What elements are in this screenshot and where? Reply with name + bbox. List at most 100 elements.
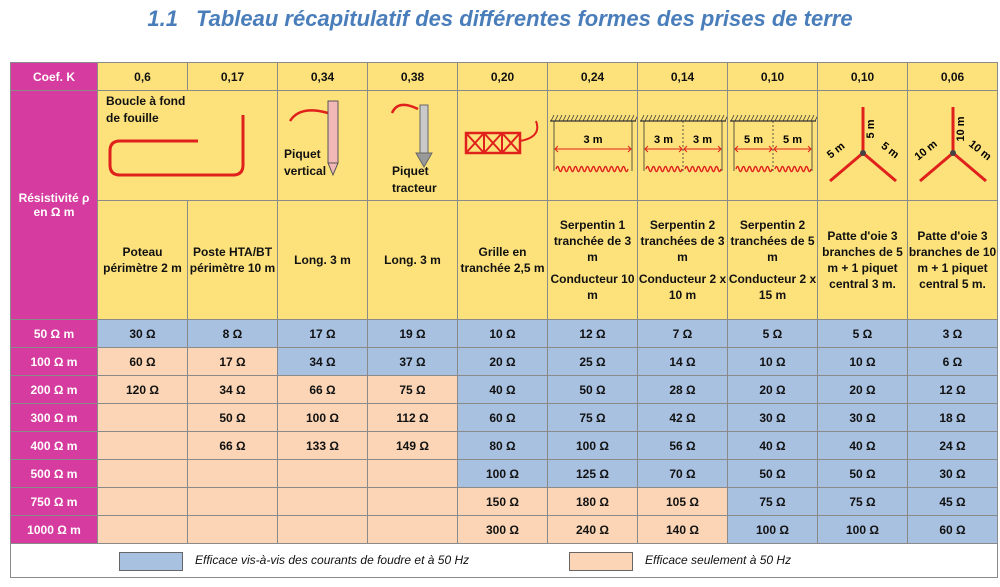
lead — [288, 109, 329, 122]
resistance-cell: 50 Ω — [547, 375, 638, 404]
ground-hatch — [594, 114, 599, 122]
ground-hatch — [606, 114, 611, 122]
resistance-cell: 60 Ω — [907, 515, 998, 544]
ground-hatch — [766, 114, 771, 122]
resistance-cell: 100 Ω — [457, 459, 548, 488]
ground-hatch — [782, 114, 787, 122]
ground-hatch — [668, 114, 673, 122]
legend-cell: Efficace vis-à-vis des courants de foudr… — [10, 543, 998, 578]
drawing-cell: Piquet vertical — [277, 90, 368, 201]
ground-hatch — [610, 114, 615, 122]
ground-hatch — [708, 114, 713, 122]
dimension-label: 5 m — [865, 119, 877, 138]
ground-hatch — [802, 114, 807, 122]
resistance-cell — [97, 431, 188, 460]
row-label: 200 Ω m — [10, 375, 98, 404]
ground-hatch — [738, 114, 743, 122]
ground-hatch — [598, 114, 603, 122]
description-cell: Poteau périmètre 2 m — [97, 200, 188, 320]
drawing: 10 m10 m 10 m — [913, 107, 994, 183]
drawing-cell — [457, 90, 548, 201]
data-row: 400 Ω m 66 Ω 133 Ω 149 Ω 80 Ω 100 Ω 56 Ω 40 Ω 40… — [10, 431, 998, 460]
description-text: Serpentin 2 tranchées de 3 m — [640, 218, 725, 264]
resistance-cell: 240 Ω — [547, 515, 638, 544]
resistance-cell: 75 Ω — [817, 487, 908, 516]
ground-hatch — [774, 114, 779, 122]
coef-value: 0,38 — [367, 62, 458, 91]
resistance-cell: 10 Ω — [457, 319, 548, 348]
resistance-cell: 12 Ω — [547, 319, 638, 348]
ground-hatch — [672, 114, 677, 122]
row-label: 750 Ω m — [10, 487, 98, 516]
ground-hatch — [644, 114, 649, 122]
resistance-cell: 20 Ω — [817, 375, 908, 404]
description-text: Poste HTA/BT périmètre 10 m — [189, 245, 276, 275]
resistance-cell — [97, 487, 188, 516]
description-cell: Poste HTA/BT périmètre 10 m — [187, 200, 278, 320]
description-cell: Serpentin 1 tranchée de 3 m Conducteur 10… — [547, 200, 638, 320]
resistance-cell: 28 Ω — [637, 375, 728, 404]
description-text: Long. 3 m — [294, 253, 351, 267]
resistance-cell: 100 Ω — [277, 403, 368, 432]
ground-hatch — [680, 114, 685, 122]
ground-hatch — [676, 114, 681, 122]
drawing-wrap: 10 m 10 m 10 m — [908, 91, 997, 200]
drawing-cell: 5 m 5 m — [727, 90, 818, 201]
resistance-cell: 75 Ω — [727, 487, 818, 516]
resistance-cell — [277, 487, 368, 516]
drawing-wrap: 3 m 3 m — [638, 91, 727, 200]
ground-hatch — [648, 114, 653, 122]
description-text: Patte d'oie 3 branches de 5 m + 1 piquet… — [822, 229, 903, 291]
title-text: Tableau récapitulatif des différentes fo… — [196, 6, 853, 31]
resistance-cell: 120 Ω — [97, 375, 188, 404]
description-text: Serpentin 1 tranchée de 3 m — [553, 218, 632, 264]
ground-hatch — [806, 114, 811, 122]
drawing — [390, 103, 433, 169]
ground-hatch — [696, 114, 701, 122]
dimension-label: 10 m — [955, 116, 967, 141]
legend-text: Efficace vis-à-vis des courants de foudr… — [195, 553, 470, 567]
resistance-cell — [187, 487, 278, 516]
ground-hatch — [684, 114, 689, 122]
row-label: 400 Ω m — [10, 431, 98, 460]
resistance-cell: 300 Ω — [457, 515, 548, 544]
description-text: Conducteur 10 m — [550, 272, 635, 302]
data-row: 500 Ω m 100 Ω 125 Ω 70 Ω 50 Ω 50 Ω 30 Ω — [10, 459, 998, 488]
ground-hatch — [590, 114, 595, 122]
drawing-wrap: 5 m 5 m — [728, 91, 817, 200]
resistance-cell: 133 Ω — [277, 431, 368, 460]
description-text: Patte d'oie 3 branches de 10 m + 1 pique… — [908, 229, 997, 291]
ground-hatch — [554, 114, 559, 122]
resistance-cell — [367, 459, 458, 488]
ground-hatch — [566, 114, 571, 122]
row-label: 1000 Ω m — [10, 515, 98, 544]
drawing-cell: 3 m — [547, 90, 638, 201]
ground-hatch — [618, 114, 623, 122]
dimension-label: 3 m — [654, 134, 673, 146]
ground-hatch — [622, 114, 627, 122]
resistance-cell: 37 Ω — [367, 347, 458, 376]
resistance-cell — [187, 459, 278, 488]
ground-hatch — [634, 116, 637, 122]
resistance-cell: 34 Ω — [277, 347, 368, 376]
stake-tip — [327, 162, 339, 177]
resistance-cell: 50 Ω — [817, 459, 908, 488]
resistance-cell: 100 Ω — [547, 431, 638, 460]
resistance-cell: 180 Ω — [547, 487, 638, 516]
dimension-arrow — [554, 145, 632, 153]
description-text: Serpentin 2 tranchées de 5 m — [730, 218, 815, 264]
drawing-cell: Boucle à fond de fouille — [97, 90, 278, 201]
description-text: Grille en tranchée 2,5 m — [460, 245, 545, 275]
serpentine — [774, 165, 812, 173]
resistance-cell: 24 Ω — [907, 431, 998, 460]
dimension-label: 5 m — [744, 134, 763, 146]
resistance-cell: 45 Ω — [907, 487, 998, 516]
dimension-label: 3 m — [584, 134, 603, 146]
row-label: 100 Ω m — [10, 347, 98, 376]
coef-value: 0,20 — [457, 62, 548, 91]
coef-value: 0,10 — [817, 62, 908, 91]
ground-hatch — [688, 114, 693, 122]
grid-cross — [501, 132, 521, 154]
